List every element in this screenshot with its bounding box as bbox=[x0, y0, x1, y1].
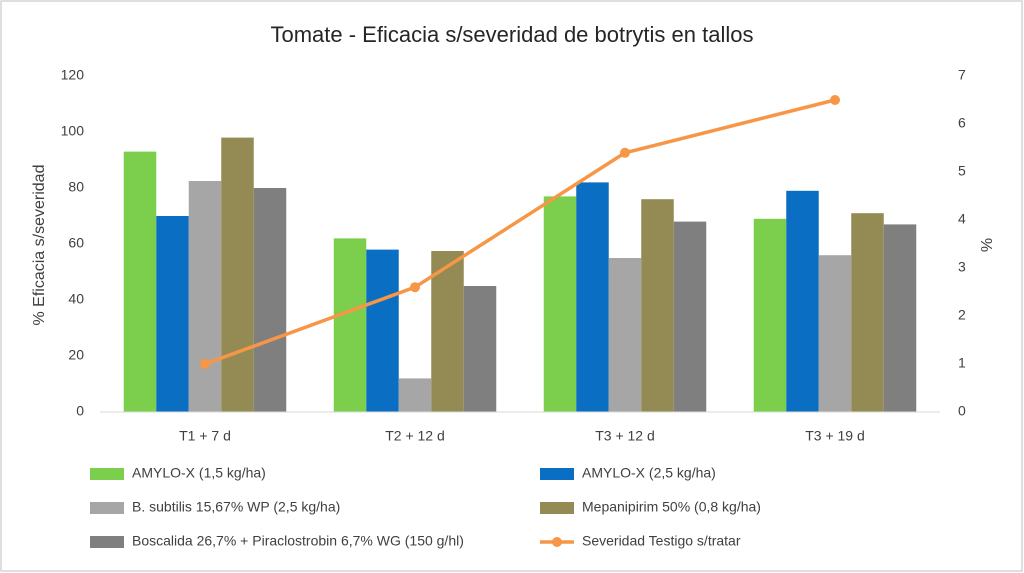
y-tick-label: 20 bbox=[68, 347, 84, 363]
bar bbox=[576, 182, 609, 412]
bar bbox=[188, 181, 222, 412]
bar bbox=[753, 218, 787, 412]
bar bbox=[398, 378, 432, 412]
legend-swatch bbox=[552, 537, 562, 547]
bar bbox=[543, 196, 577, 412]
legend-swatch bbox=[540, 502, 574, 514]
y2-tick-label: 3 bbox=[958, 259, 966, 275]
bar bbox=[608, 258, 642, 412]
bar bbox=[431, 251, 464, 412]
bar bbox=[253, 188, 287, 412]
y-tick-label: 100 bbox=[61, 123, 85, 139]
legend-swatch bbox=[90, 536, 124, 548]
bar bbox=[366, 249, 399, 412]
y-tick-label: 60 bbox=[68, 235, 84, 251]
chart-title: Tomate - Eficacia s/severidad de botryti… bbox=[270, 22, 753, 47]
y2-tick-label: 1 bbox=[958, 355, 966, 371]
x-tick-label: T3 + 19 d bbox=[805, 428, 865, 444]
legend-label: B. subtilis 15,67% WP (2,5 kg/ha) bbox=[132, 499, 340, 515]
legend-label: Severidad Testigo s/tratar bbox=[582, 533, 741, 549]
y2-tick-label: 2 bbox=[958, 307, 966, 323]
legend-swatch bbox=[90, 468, 124, 480]
y2-axis-label: % bbox=[979, 238, 996, 252]
bar bbox=[883, 224, 917, 412]
y-tick-label: 80 bbox=[68, 179, 84, 195]
line-marker bbox=[410, 282, 420, 293]
legend-label: Boscalida 26,7% + Piraclostrobin 6,7% WG… bbox=[132, 533, 464, 549]
y-tick-label: 40 bbox=[68, 291, 84, 307]
x-tick-label: T2 + 12 d bbox=[385, 428, 445, 444]
x-tick-label: T1 + 7 d bbox=[179, 428, 231, 444]
bar bbox=[156, 216, 189, 412]
y2-tick-label: 5 bbox=[958, 163, 966, 179]
legend-label: Mepanipirim 50% (0,8 kg/ha) bbox=[582, 499, 761, 515]
y-axis-label: % Eficacia s/severidad bbox=[31, 165, 48, 326]
bar bbox=[641, 199, 674, 412]
bar bbox=[851, 213, 884, 412]
bar bbox=[123, 151, 157, 412]
y2-tick-label: 4 bbox=[958, 211, 966, 227]
y2-tick-label: 7 bbox=[958, 67, 966, 83]
y2-tick-label: 6 bbox=[958, 115, 966, 131]
x-tick-label: T3 + 12 d bbox=[595, 428, 655, 444]
y-tick-label: 120 bbox=[61, 67, 85, 83]
bar bbox=[221, 137, 254, 412]
line-marker bbox=[830, 95, 840, 105]
y2-tick-label: 0 bbox=[958, 403, 966, 419]
line-marker bbox=[620, 147, 630, 158]
legend-label: AMYLO-X (2,5 kg/ha) bbox=[582, 465, 716, 481]
y-tick-label: 0 bbox=[76, 403, 84, 419]
line-marker bbox=[200, 359, 210, 369]
bar bbox=[818, 255, 852, 412]
bar bbox=[463, 286, 497, 412]
legend-swatch bbox=[90, 502, 124, 514]
bar bbox=[333, 238, 367, 412]
legend-label: AMYLO-X (1,5 kg/ha) bbox=[132, 465, 266, 481]
bar bbox=[673, 221, 707, 412]
bar bbox=[786, 190, 819, 412]
line bbox=[204, 98, 836, 366]
legend-swatch bbox=[540, 468, 574, 480]
